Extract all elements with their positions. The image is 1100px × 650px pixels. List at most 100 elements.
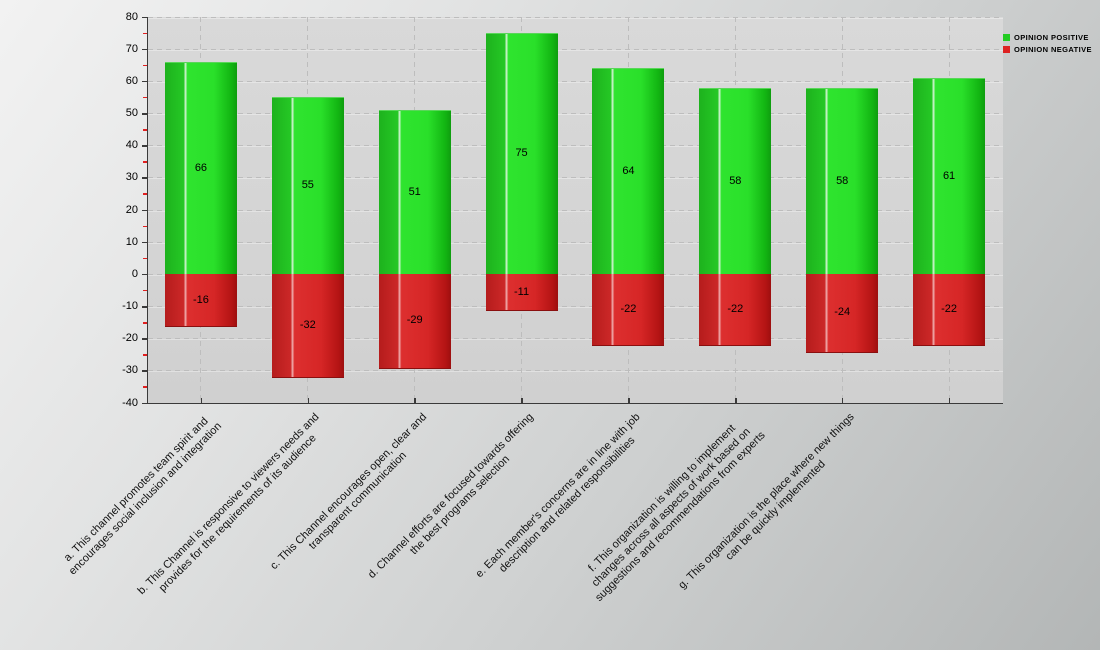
gridline-horizontal	[147, 370, 1003, 372]
legend-swatch-positive-icon	[1003, 34, 1010, 41]
legend-label-negative: OPINION NEGATIVE	[1014, 45, 1092, 54]
bar-negative[interactable]	[699, 274, 772, 347]
bar-value-label: 55	[301, 179, 314, 192]
bar-negative[interactable]	[806, 274, 879, 353]
bar-value-label: -22	[727, 303, 744, 316]
y-axis-tick-label: 30	[125, 171, 138, 184]
y-axis-minor-tick	[142, 257, 147, 260]
gridline-horizontal	[147, 16, 1003, 18]
y-axis-tick-label: 20	[125, 203, 138, 216]
y-axis-minor-tick	[142, 354, 147, 356]
y-axis-minor-tick	[142, 193, 147, 195]
bar-positive[interactable]	[271, 97, 344, 276]
y-axis-tick-label: 70	[125, 42, 138, 55]
bar-positive[interactable]	[378, 110, 451, 276]
gridline-horizontal	[147, 241, 1003, 243]
bar-value-label: -24	[834, 306, 851, 319]
y-axis-tick-label: -10	[122, 300, 138, 312]
gridline-horizontal	[147, 80, 1003, 82]
gridline-horizontal	[147, 306, 1003, 307]
category-axis-label: g. This organization is the place where …	[675, 411, 857, 592]
legend-item-negative[interactable]: OPINION NEGATIVE	[1003, 45, 1092, 54]
legend-label-positive: OPINION POSITIVE	[1014, 33, 1089, 42]
bar-value-label: -22	[620, 303, 637, 316]
y-axis-minor-tick	[142, 96, 147, 99]
bar-negative[interactable]	[378, 274, 451, 369]
y-axis-minor-tick	[142, 386, 147, 388]
bar-value-label: 58	[729, 174, 742, 187]
bar-value-label: 75	[515, 147, 528, 160]
y-axis-major-tick	[141, 145, 147, 147]
y-axis-tick-label: -30	[122, 364, 138, 377]
y-axis-major-tick	[141, 209, 147, 211]
bar-value-label: 61	[942, 169, 956, 182]
bar-negative[interactable]	[271, 274, 344, 379]
gridline-horizontal	[147, 209, 1003, 211]
bar-value-label: -11	[514, 285, 530, 298]
y-axis-minor-tick	[142, 32, 147, 35]
bar-value-label: 64	[622, 164, 635, 177]
y-axis-major-tick	[141, 16, 147, 18]
bar-value-label: -32	[299, 319, 316, 332]
gridline-horizontal	[147, 273, 1003, 275]
legend-swatch-negative-icon	[1003, 46, 1010, 53]
y-axis-minor-tick	[142, 289, 147, 292]
y-axis-major-tick	[141, 48, 147, 51]
x-axis-tick	[200, 398, 203, 403]
y-axis-major-tick	[141, 338, 147, 340]
bar-positive[interactable]	[485, 33, 558, 276]
bar-value-label: -16	[192, 293, 209, 306]
x-axis-tick	[307, 398, 310, 403]
y-axis-minor-tick	[142, 161, 147, 163]
y-axis-minor-tick	[142, 64, 147, 67]
bar-positive[interactable]	[699, 87, 772, 276]
gridline-horizontal	[147, 338, 1003, 340]
x-axis-tick	[841, 398, 844, 403]
y-axis-minor-tick	[142, 225, 147, 228]
bar-value-label: 66	[194, 161, 208, 174]
y-axis-tick-label: 60	[125, 74, 138, 87]
bar-value-label: -29	[406, 314, 423, 327]
bar-value-label: 51	[408, 185, 421, 198]
y-axis-major-tick	[141, 113, 147, 115]
gridline-horizontal	[147, 113, 1003, 114]
y-axis-tick-label: -40	[122, 396, 138, 409]
y-axis-tick-label: 40	[125, 139, 138, 152]
bar-negative[interactable]	[592, 274, 665, 347]
gridline-horizontal	[147, 48, 1003, 50]
bar-positive[interactable]	[164, 62, 237, 276]
bar-positive[interactable]	[806, 87, 879, 276]
bar-negative[interactable]	[913, 274, 986, 347]
gridline-horizontal	[147, 177, 1003, 179]
y-axis-major-tick	[141, 80, 147, 83]
legend-item-positive[interactable]: OPINION POSITIVE	[1003, 33, 1092, 42]
x-axis-tick	[735, 398, 737, 403]
bar-negative[interactable]	[485, 274, 558, 311]
bar-positive[interactable]	[913, 78, 986, 276]
bar-positive[interactable]	[592, 68, 665, 276]
y-axis-tick-label: 0	[131, 267, 138, 280]
y-axis-major-tick	[141, 370, 147, 372]
bar-value-label: 58	[836, 174, 849, 187]
y-axis-minor-tick	[142, 129, 147, 131]
legend: OPINION POSITIVE OPINION NEGATIVE	[1003, 33, 1092, 57]
bar-negative[interactable]	[164, 274, 237, 327]
y-axis-major-tick	[141, 241, 147, 244]
y-axis-major-tick	[141, 273, 147, 276]
bar-value-label: -22	[941, 303, 958, 316]
y-axis-tick-label: 10	[125, 235, 138, 248]
category-axis-label: b. This Channel is responsive to viewers…	[135, 411, 322, 598]
y-axis-tick-label: 50	[125, 107, 138, 119]
x-axis-tick	[628, 398, 630, 403]
gridline-horizontal	[147, 145, 1003, 147]
y-axis-tick-label: -20	[122, 332, 138, 345]
y-axis-major-tick	[141, 402, 147, 404]
y-axis-major-tick	[141, 177, 147, 179]
x-axis-tick	[414, 398, 416, 403]
plot-area: 66 -16 55 -32 51 -29 75 -11 64 -22 58 -22 58 -24 61 -22	[146, 16, 1003, 404]
y-axis-minor-tick	[142, 322, 147, 324]
y-axis-major-tick	[141, 306, 147, 308]
x-axis-tick	[948, 398, 951, 403]
y-axis-tick-label: 80	[125, 10, 138, 23]
